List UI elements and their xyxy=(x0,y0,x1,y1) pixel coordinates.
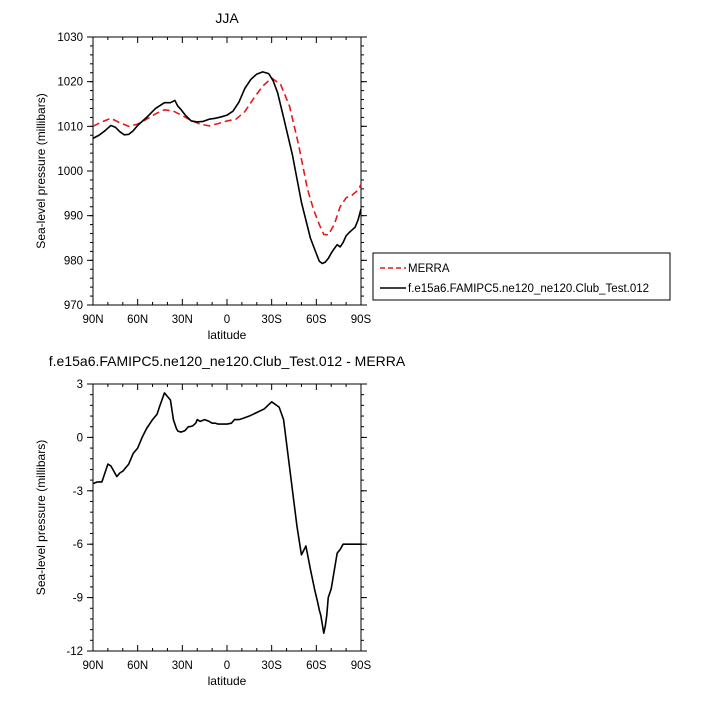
x-tick-label: 30S xyxy=(261,314,282,326)
series-line-merra xyxy=(92,77,362,236)
y-tick-label: 1000 xyxy=(57,166,83,178)
y-axis-label: Sea-level pressure (millibars) xyxy=(34,93,48,248)
plot-frame xyxy=(92,36,362,306)
x-tick-label: 30N xyxy=(172,660,193,672)
x-tick-label: 90N xyxy=(82,314,103,326)
y-tick-label: 3 xyxy=(77,379,83,391)
y-tick-label: 990 xyxy=(64,211,83,223)
y-tick-label: -3 xyxy=(73,486,83,498)
x-tick-label: 60N xyxy=(127,660,148,672)
bottom-panel-difference: f.e15a6.FAMIPC5.ne120_ne120.Club_Test.01… xyxy=(34,353,406,688)
x-tick-label: 90S xyxy=(351,660,372,672)
x-tick-label: 60S xyxy=(306,660,327,672)
series-line-f-e15a6-famipc5-ne120-ne120-club-test-012-merra xyxy=(92,392,361,634)
x-tick-label: 30N xyxy=(172,314,193,326)
y-tick-label: -9 xyxy=(73,593,83,605)
y-tick-label: 0 xyxy=(77,432,83,444)
y-tick-label: 1030 xyxy=(57,32,83,44)
x-tick-label: 60N xyxy=(127,314,148,326)
legend-label: MERRA xyxy=(408,263,450,275)
chart-title: f.e15a6.FAMIPC5.ne120_ne120.Club_Test.01… xyxy=(49,353,406,369)
y-tick-label: 980 xyxy=(64,255,83,267)
x-tick-label: 30S xyxy=(261,660,282,672)
y-axis-label: Sea-level pressure (millibars) xyxy=(34,440,48,595)
y-tick-label: 1020 xyxy=(57,77,83,89)
x-tick-label: 90N xyxy=(82,660,103,672)
x-tick-label: 60S xyxy=(306,314,327,326)
top-panel-jja: JJA 90N 60N 30N 0 30S 60S 90S 970 980 990 1000 1010 1… xyxy=(34,10,372,342)
legend-label: f.e15a6.FAMIPC5.ne120_ne120.Club_Test.01… xyxy=(408,283,649,295)
y-tick-label: -6 xyxy=(73,539,83,551)
legend: MERRA f.e15a6.FAMIPC5.ne120_ne120.Club_Te… xyxy=(372,252,671,301)
y-tick-label: 1010 xyxy=(57,121,83,133)
x-tick-label: 0 xyxy=(224,660,230,672)
series-line-f-e15a6-famipc5-ne120-ne120-club-test-012 xyxy=(92,71,362,265)
x-tick-label: 90S xyxy=(351,314,372,326)
y-tick-label: -12 xyxy=(66,646,83,658)
x-axis-label: latitude xyxy=(208,674,247,688)
x-axis-label: latitude xyxy=(208,328,247,342)
legend-box xyxy=(372,252,671,301)
chart-title: JJA xyxy=(215,10,239,26)
y-tick-label: 970 xyxy=(64,300,83,312)
x-tick-label: 0 xyxy=(224,314,230,326)
